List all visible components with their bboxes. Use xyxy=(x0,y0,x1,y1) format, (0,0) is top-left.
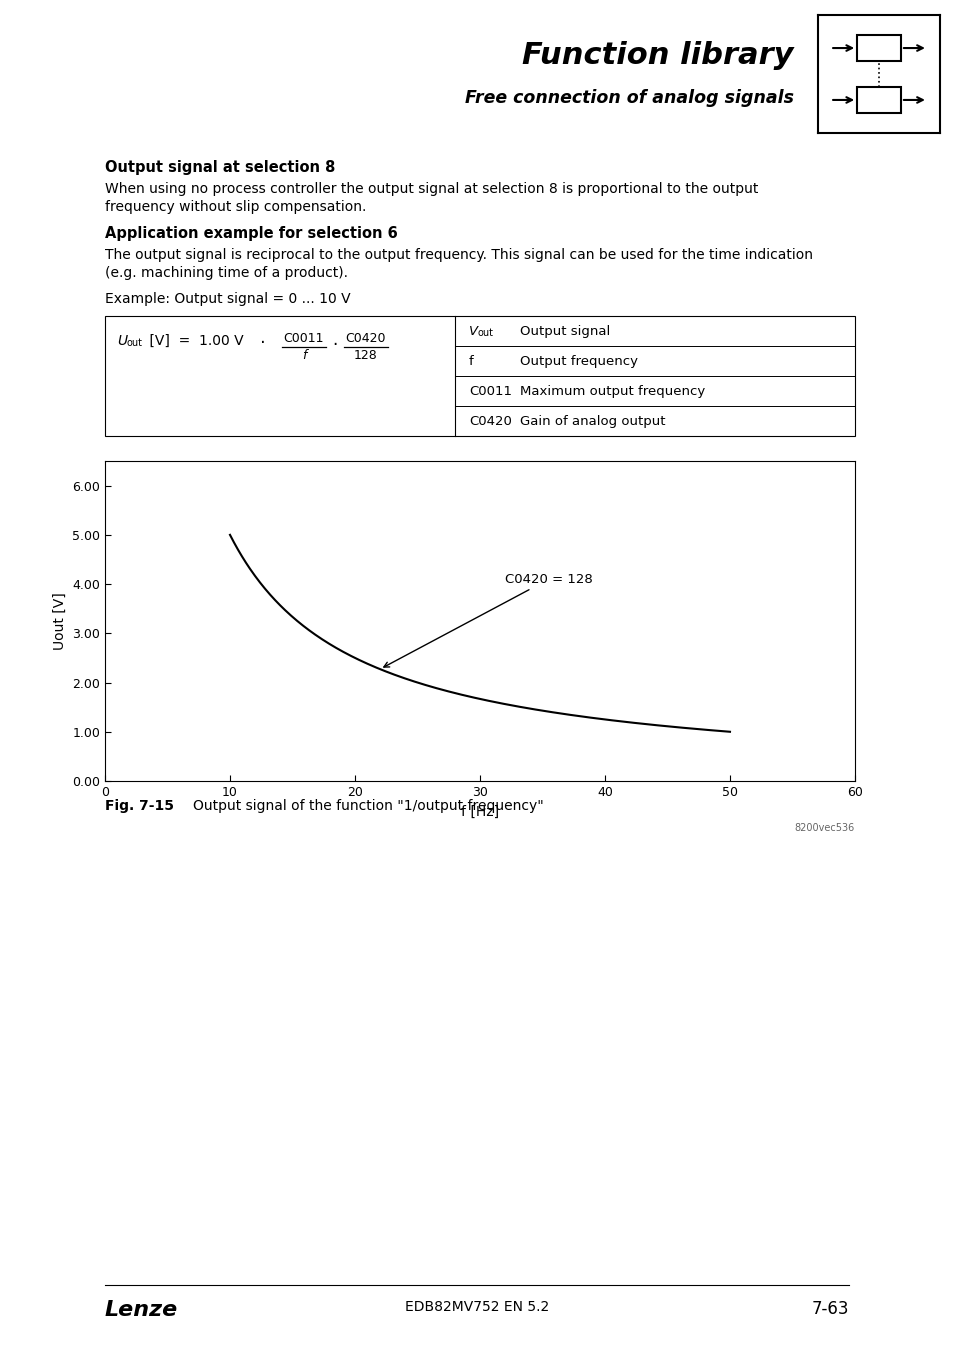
Text: 128: 128 xyxy=(354,350,377,362)
Text: Lenze: Lenze xyxy=(105,1300,178,1320)
Text: U: U xyxy=(117,333,127,348)
Text: Application example for selection 6: Application example for selection 6 xyxy=(105,225,397,242)
Text: C0420: C0420 xyxy=(345,332,386,346)
Text: C0011: C0011 xyxy=(283,332,324,346)
Text: Gain of analog output: Gain of analog output xyxy=(519,414,665,428)
Text: Output signal at selection 8: Output signal at selection 8 xyxy=(105,161,335,176)
Bar xyxy=(856,86,900,113)
Text: When using no process controller the output signal at selection 8 is proportiona: When using no process controller the out… xyxy=(105,182,758,196)
Text: C0420: C0420 xyxy=(469,414,512,428)
Text: [V]  =  1.00 V: [V] = 1.00 V xyxy=(145,333,243,348)
Y-axis label: Uout [V]: Uout [V] xyxy=(52,593,67,649)
X-axis label: f [Hz]: f [Hz] xyxy=(460,805,498,818)
Text: f: f xyxy=(469,355,474,369)
Text: (e.g. machining time of a product).: (e.g. machining time of a product). xyxy=(105,266,348,279)
Text: C0011: C0011 xyxy=(469,385,512,398)
Text: 7-63: 7-63 xyxy=(811,1300,848,1318)
Text: f: f xyxy=(301,350,306,362)
Text: Output signal of the function "1/output frequency": Output signal of the function "1/output … xyxy=(193,799,543,813)
Text: frequency without slip compensation.: frequency without slip compensation. xyxy=(105,200,366,215)
Bar xyxy=(105,316,854,436)
Text: Output signal: Output signal xyxy=(519,325,610,338)
Text: Maximum output frequency: Maximum output frequency xyxy=(519,385,704,398)
Text: out: out xyxy=(127,338,143,348)
Text: V: V xyxy=(469,325,477,338)
Text: C0420 = 128: C0420 = 128 xyxy=(383,572,592,667)
Text: ·: · xyxy=(332,336,337,354)
Text: ·: · xyxy=(254,333,265,352)
Text: Fig. 7-15: Fig. 7-15 xyxy=(105,799,173,813)
Text: out: out xyxy=(477,328,494,338)
Text: Example: Output signal = 0 ... 10 V: Example: Output signal = 0 ... 10 V xyxy=(105,292,351,306)
Text: 8200vec536: 8200vec536 xyxy=(794,822,854,833)
Text: Function library: Function library xyxy=(521,42,793,70)
Bar xyxy=(856,35,900,61)
Text: Output frequency: Output frequency xyxy=(519,355,638,369)
Text: Free connection of analog signals: Free connection of analog signals xyxy=(464,89,793,107)
Text: EDB82MV752 EN 5.2: EDB82MV752 EN 5.2 xyxy=(404,1300,549,1314)
Text: The output signal is reciprocal to the output frequency. This signal can be used: The output signal is reciprocal to the o… xyxy=(105,248,812,262)
